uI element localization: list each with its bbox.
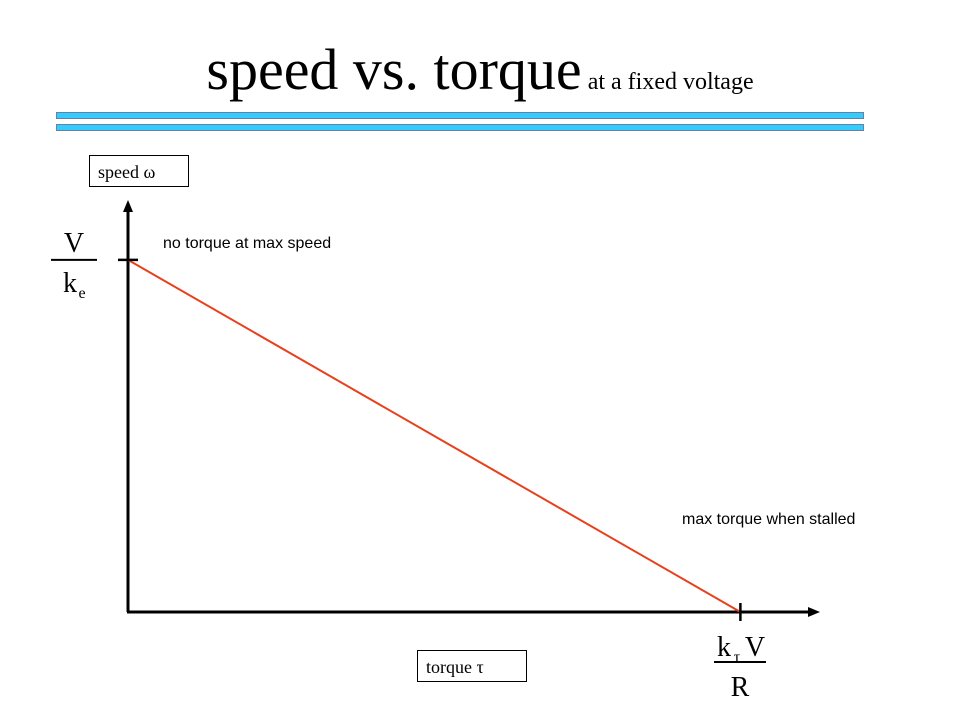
x-tick-denominator: R bbox=[731, 672, 750, 703]
y-tick-denominator: k bbox=[63, 268, 77, 299]
x-axis-arrow bbox=[808, 607, 820, 617]
title-main: speed vs. torque bbox=[206, 37, 582, 102]
x-tick-label: k τ VR bbox=[714, 632, 766, 703]
chart-title: speed vs. torque at a fixed voltage bbox=[0, 36, 960, 103]
title-rule-top bbox=[56, 112, 864, 119]
y-tick-denominator-subscript: e bbox=[78, 285, 85, 302]
annotation-max-torque: max torque when stalled bbox=[682, 511, 856, 528]
y-axis-label: speed ω bbox=[89, 155, 189, 187]
y-tick-numerator: V bbox=[64, 228, 84, 259]
title-rule-bottom bbox=[56, 124, 864, 131]
x-tick-numerator: k bbox=[717, 632, 731, 663]
x-axis-label: torque τ bbox=[417, 650, 527, 682]
y-tick-label: Vk e bbox=[51, 228, 97, 302]
x-tick-numerator-tail: V bbox=[745, 632, 765, 663]
series-line bbox=[127, 258, 741, 613]
y-axis-arrow bbox=[123, 200, 133, 212]
title-subtitle: at a fixed voltage bbox=[587, 69, 754, 95]
annotation-no-torque: no torque at max speed bbox=[163, 235, 332, 252]
x-tick-numerator-subscript: τ bbox=[734, 649, 741, 666]
